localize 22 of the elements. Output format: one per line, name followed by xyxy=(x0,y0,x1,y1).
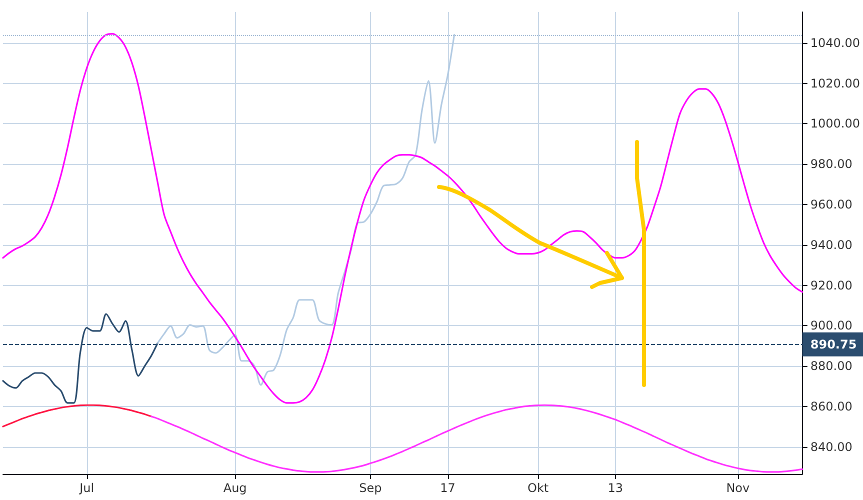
x-tick-label: Nov xyxy=(726,481,750,495)
x-tick-label: Jul xyxy=(78,481,94,495)
x-tick-label: 13 xyxy=(608,481,624,495)
y-tick-label: 940.00 xyxy=(810,238,852,252)
x-tick-label: Aug xyxy=(223,481,247,495)
line-series xyxy=(2,404,152,428)
x-tick-label: 17 xyxy=(440,481,456,495)
line-series xyxy=(2,33,804,404)
y-tick-label: 1000.00 xyxy=(810,116,860,131)
ref-line-label: 890.75 xyxy=(810,337,857,352)
y-tick-label: 1020.00 xyxy=(810,76,860,90)
y-tick-label: 1040.00 xyxy=(810,36,860,50)
y-tick-label: 880.00 xyxy=(810,359,852,374)
line-series xyxy=(150,404,804,473)
x-tick-label: Okt xyxy=(528,481,549,495)
y-tick-label: 920.00 xyxy=(810,278,852,292)
y-tick-label: 900.00 xyxy=(810,318,852,333)
y-tick-label: 840.00 xyxy=(810,440,852,454)
y-tick-label: 960.00 xyxy=(810,198,852,212)
y-tick-label: 980.00 xyxy=(810,157,852,172)
x-tick-label: Sep xyxy=(359,481,382,495)
y-tick-label: 860.00 xyxy=(810,400,852,414)
